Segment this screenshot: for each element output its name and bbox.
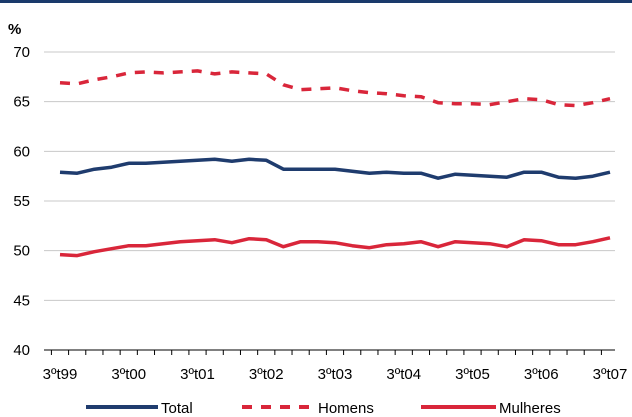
x-tick-label: 3ºt03 [318, 366, 353, 383]
legend: Total Homens Mulheres [86, 400, 561, 417]
y-tick-label: 40 [13, 342, 30, 359]
gridlines [44, 51, 615, 301]
series-line-total [59, 157, 611, 180]
y-tick-label: 55 [13, 193, 30, 210]
legend-label: Mulheres [499, 400, 561, 417]
x-tick-label: 3ºt04 [386, 366, 421, 383]
x-tick-label: 3ºt02 [249, 366, 284, 383]
y-tick-label: 70 [13, 44, 30, 61]
x-tick-label: 3ºt99 [43, 366, 78, 383]
x-tick-label: 3ºt05 [455, 366, 490, 383]
y-tick-label: 60 [13, 143, 30, 160]
legend-item-homens: Homens [242, 400, 374, 417]
x-tick-label: 3ºt06 [524, 366, 559, 383]
y-tick-label: 50 [13, 243, 30, 260]
x-axis: 3ºt99 3ºt00 3ºt01 3ºt02 3ºt03 3ºt04 3ºt05 3ºt06… [43, 349, 628, 383]
y-axis-unit-label: % [8, 21, 21, 38]
y-tick-label: 45 [13, 292, 30, 309]
x-tick-label: 3ºt01 [180, 366, 215, 383]
series-lines [59, 69, 611, 258]
legend-label: Homens [318, 400, 374, 417]
x-tick-label: 3ºt07 [593, 366, 628, 383]
legend-item-total: Total [86, 400, 193, 417]
series-line-homens [59, 69, 611, 108]
top-border [0, 0, 632, 3]
x-tick-label: 3ºt00 [111, 366, 146, 383]
legend-item-mulheres: Mulheres [421, 400, 561, 417]
legend-label: Total [161, 400, 193, 417]
series-line-mulheres [59, 236, 611, 258]
y-tick-label: 65 [13, 94, 30, 111]
y-axis-ticks: 40 45 50 55 60 65 70 [13, 44, 30, 359]
